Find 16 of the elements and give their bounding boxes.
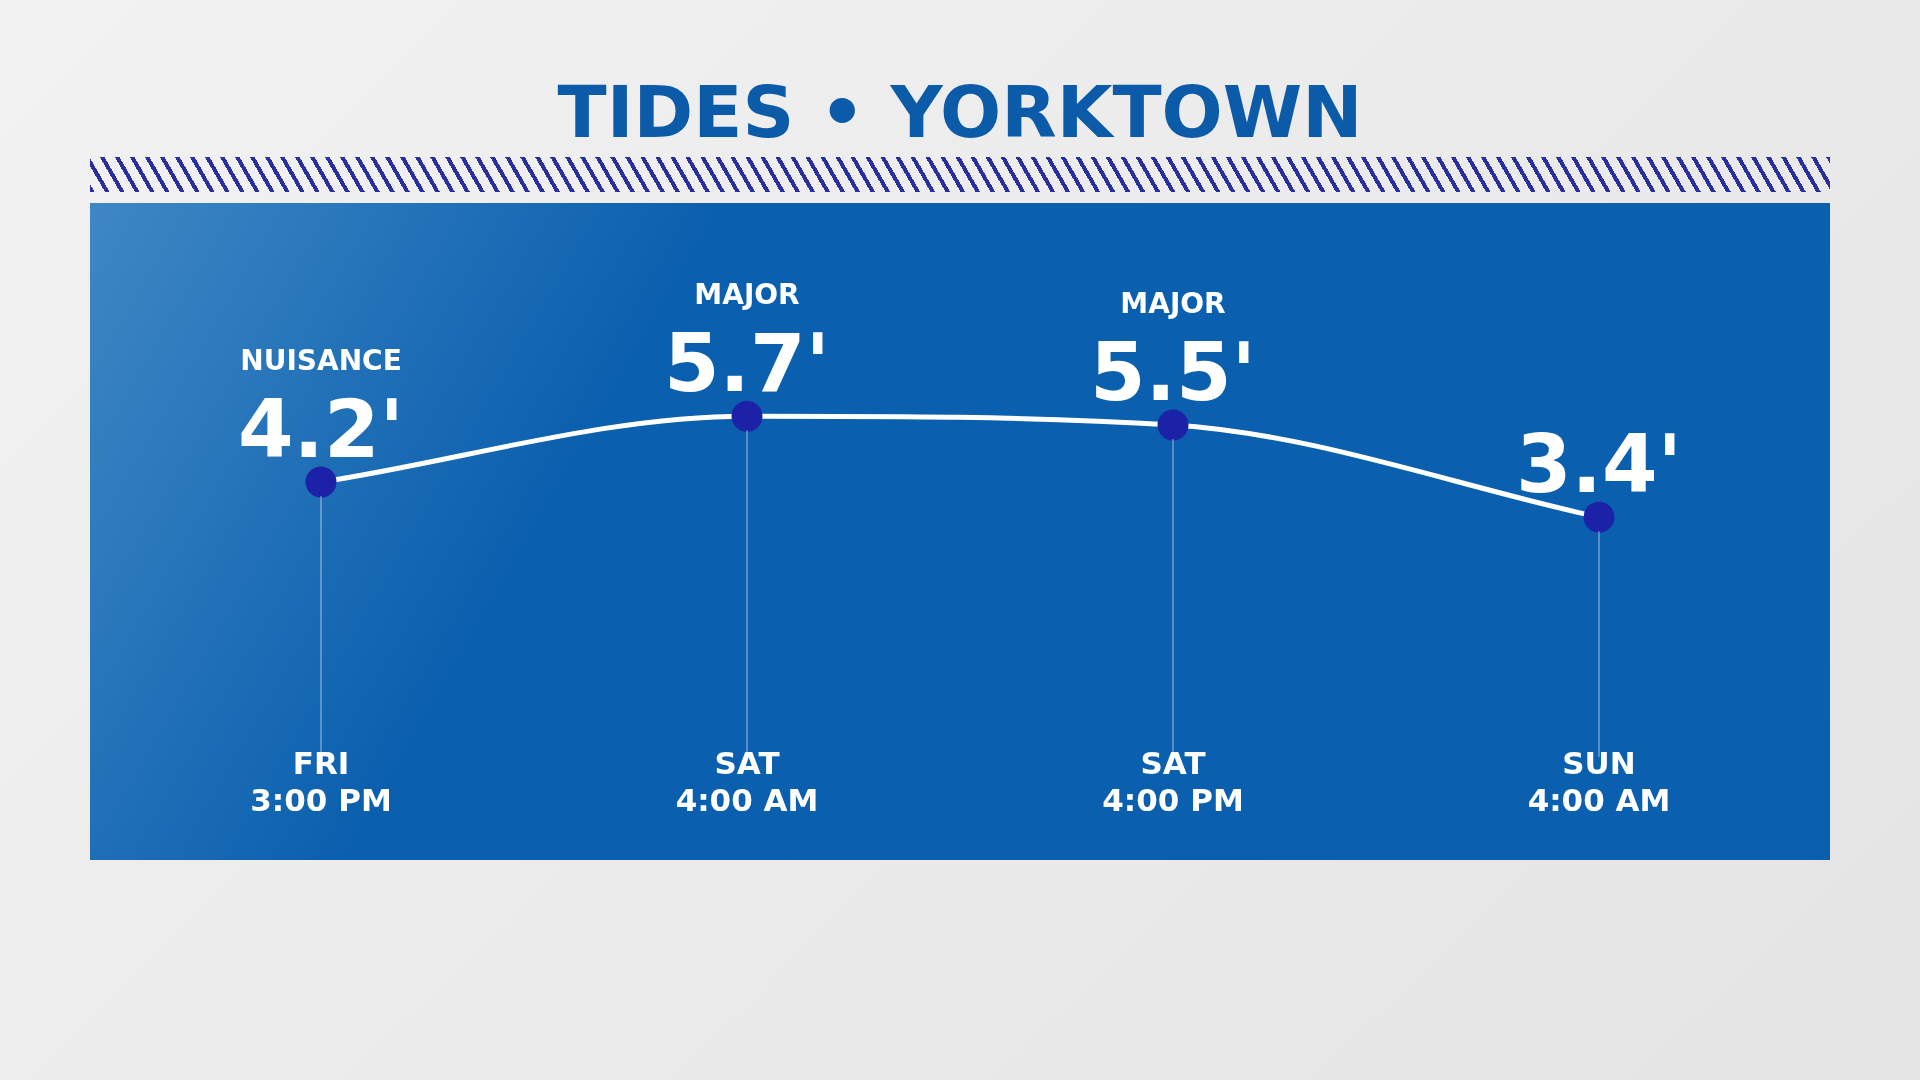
text: MAJOR	[1120, 286, 1226, 320]
x-tick-label: SAT 4:00 AM	[675, 744, 819, 818]
x-tick-label: FRI 3:00 PM	[250, 744, 392, 818]
data-label: 5.7'	[663, 317, 831, 411]
data-label: 4.2'	[237, 383, 405, 477]
x-tick-label: SAT 4:00 PM	[1102, 744, 1244, 818]
chart-title: TIDES • YORKTOWN	[556, 70, 1364, 154]
text: MAJOR	[694, 278, 800, 312]
data-label: 5.5'	[1089, 325, 1257, 419]
data-label: 3.4'	[1515, 418, 1683, 512]
point	[1583, 501, 1615, 533]
point	[731, 400, 763, 432]
point	[305, 466, 337, 498]
text: NUISANCE	[240, 344, 402, 378]
x-tick-label: SUN 4:00 AM	[1527, 744, 1671, 818]
point	[1157, 409, 1189, 441]
